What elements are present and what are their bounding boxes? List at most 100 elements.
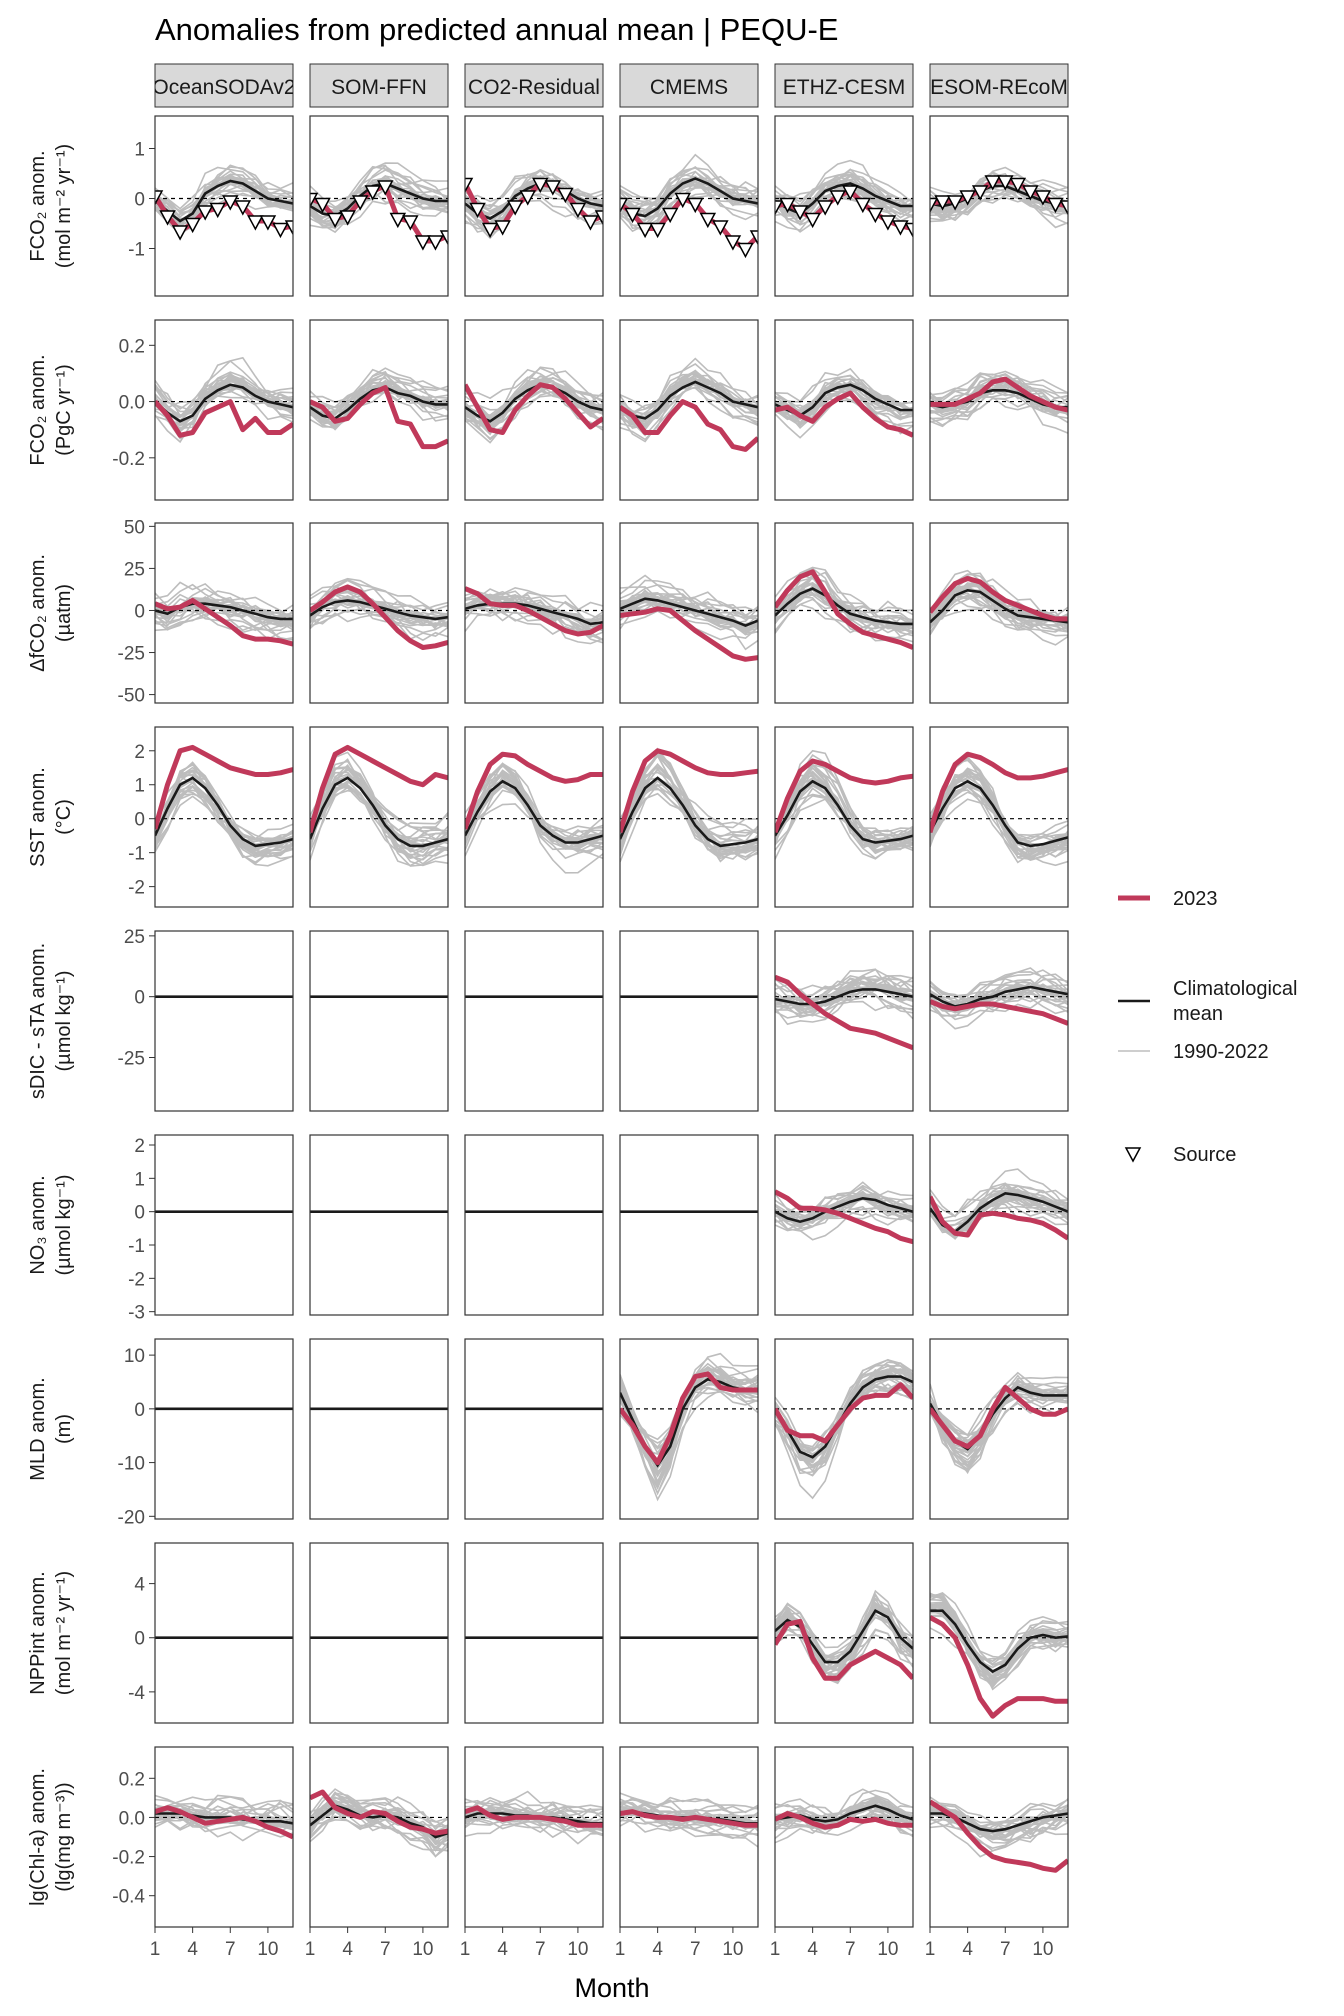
x-tick-label: 4 xyxy=(342,1939,353,1960)
y-tick-label: 0.2 xyxy=(119,1769,145,1790)
panel-border xyxy=(309,1338,449,1520)
y-tick-label: -0.2 xyxy=(112,1848,145,1869)
panel xyxy=(774,115,914,297)
panel-border xyxy=(929,1338,1069,1520)
panel-background xyxy=(310,1543,448,1723)
panel xyxy=(309,726,449,908)
historical-line xyxy=(310,588,448,624)
source-marker xyxy=(1022,185,1039,201)
historical-line xyxy=(465,775,603,860)
panel xyxy=(929,319,1069,501)
y-tick-label: 0 xyxy=(134,190,145,211)
y-tick-label: -25 xyxy=(118,1048,145,1069)
series-2023-line xyxy=(930,576,1068,622)
panel xyxy=(619,1338,759,1520)
source-marker xyxy=(326,212,344,229)
panel-border xyxy=(619,1542,759,1724)
y-tick-label: -50 xyxy=(118,686,145,707)
series-2023-line xyxy=(775,758,913,834)
source-marker xyxy=(959,190,976,206)
y-tick-label: 0.2 xyxy=(119,336,145,357)
y-tick-label: 25 xyxy=(124,927,145,948)
panel-background xyxy=(465,931,603,1111)
climatology-line xyxy=(775,988,913,1006)
panel-border xyxy=(309,115,449,297)
historical-line xyxy=(620,584,758,627)
panel-border xyxy=(464,1338,604,1520)
panel-content xyxy=(155,356,293,444)
source-marker xyxy=(184,217,201,234)
panel xyxy=(154,930,294,1112)
panel-border xyxy=(464,930,604,1112)
panel-border xyxy=(774,1542,914,1724)
climatology-line xyxy=(930,985,1068,1008)
panel-border xyxy=(309,726,449,908)
climatology-line xyxy=(620,597,758,627)
panel-border xyxy=(154,319,294,501)
panel xyxy=(154,522,294,704)
panel-content xyxy=(930,1168,1068,1241)
panel-content xyxy=(775,1589,913,1685)
y-tick-label: 2 xyxy=(134,1136,145,1157)
column-strip-label: CMEMS xyxy=(650,76,728,99)
historical-line xyxy=(775,977,913,1012)
x-tick-label: 7 xyxy=(535,1939,546,1960)
x-tick-label: 4 xyxy=(807,1939,818,1960)
historical-line xyxy=(620,170,758,214)
climatology-line xyxy=(620,177,758,218)
source-marker xyxy=(506,200,524,216)
panel-content xyxy=(155,581,293,647)
historical-line xyxy=(775,981,913,1011)
y-tick-label: 1 xyxy=(134,1169,145,1190)
panel-content xyxy=(930,1371,1068,1475)
source-marker xyxy=(829,190,846,206)
source-marker xyxy=(904,222,913,239)
column-strip: CMEMS xyxy=(619,63,759,108)
row-label-line: (mol m⁻² yr⁻¹) xyxy=(53,144,75,268)
x-tick-label: 7 xyxy=(690,1939,701,1960)
panel-content xyxy=(930,370,1068,434)
panel-border xyxy=(929,319,1069,501)
source-marker xyxy=(339,210,356,226)
historical-line xyxy=(310,381,448,428)
climatology-line xyxy=(620,380,758,420)
panel-content xyxy=(775,367,913,439)
source-marker xyxy=(532,177,549,194)
panel-border xyxy=(774,115,914,297)
panel xyxy=(154,726,294,908)
panel-content xyxy=(620,153,758,259)
source-marker xyxy=(842,185,859,201)
series-2023-line xyxy=(930,751,1068,834)
panel-content xyxy=(620,574,758,662)
climatology-line xyxy=(620,776,758,848)
source-marker xyxy=(791,205,809,221)
historical-line xyxy=(465,763,603,850)
historical-line xyxy=(465,1805,603,1822)
x-tick-label: 4 xyxy=(497,1939,508,1960)
series-2023-line xyxy=(620,606,758,662)
panel-background xyxy=(775,931,913,1111)
panel-background xyxy=(155,1339,293,1519)
panel-background xyxy=(155,931,293,1111)
panel-border xyxy=(464,319,604,501)
panel xyxy=(309,930,449,1112)
series-2023-line xyxy=(465,1805,603,1828)
panel-content xyxy=(930,1591,1068,1719)
column-strip: ETHZ-CESM xyxy=(774,63,914,108)
panel-content xyxy=(310,1788,448,1858)
historical-line xyxy=(930,194,1068,213)
panel-border xyxy=(154,726,294,908)
panel-background xyxy=(155,1543,293,1723)
row-label-line: (µmol kg⁻¹) xyxy=(53,971,75,1072)
row-label-line: NO₃ anom. xyxy=(27,1175,49,1274)
panel-border xyxy=(929,1746,1069,1928)
source-marker xyxy=(247,215,264,231)
row-label: NO₃ anom. (µmol kg⁻¹) 2 1 0 -1 -2 -3 xyxy=(27,1136,155,1324)
y-tick-label: 0 xyxy=(134,601,145,622)
historical-line xyxy=(155,1810,293,1831)
row-label: FCO₂ anom. (mol m⁻² yr⁻¹) 1 0 -1 xyxy=(27,140,155,268)
y-tick-label: 25 xyxy=(124,559,145,580)
panel-content xyxy=(775,1181,913,1245)
historical-line xyxy=(465,803,603,841)
historical-line xyxy=(775,582,913,625)
